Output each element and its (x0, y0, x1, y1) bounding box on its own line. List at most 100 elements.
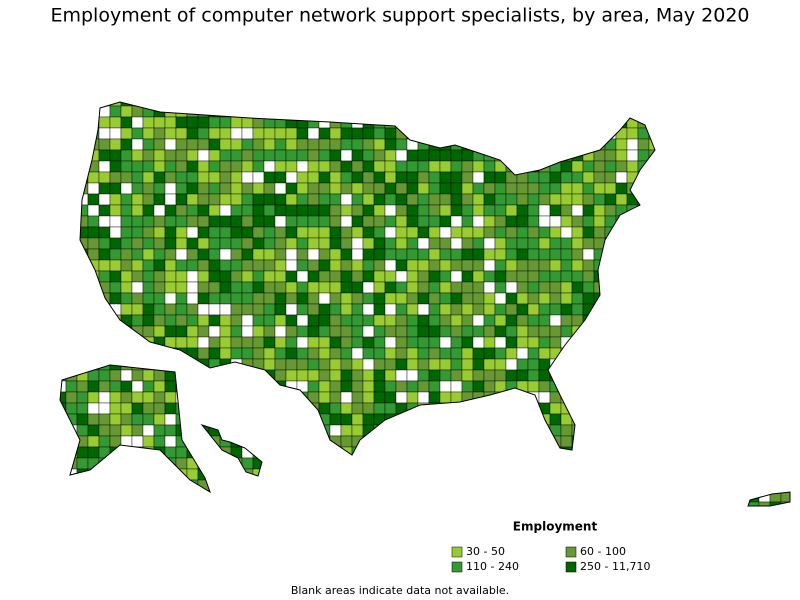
map-area (109, 358, 122, 371)
map-area (769, 490, 782, 503)
map-area (76, 490, 89, 503)
map-area (736, 281, 749, 294)
map-area (593, 501, 606, 506)
map-area (241, 149, 254, 162)
map-area (560, 182, 573, 195)
map-area (758, 116, 771, 129)
map-area (747, 102, 760, 107)
map-area (142, 402, 155, 415)
map-area (428, 358, 441, 371)
map-area (681, 369, 694, 382)
map-area (65, 479, 78, 492)
map-area (792, 425, 800, 436)
map-area (307, 248, 320, 261)
map-area (406, 479, 419, 492)
map-area (648, 424, 661, 437)
map-area (505, 259, 518, 272)
map-area (98, 149, 111, 162)
map-area (131, 424, 144, 437)
map-area (197, 171, 210, 184)
map-area (395, 259, 408, 272)
map-area (780, 391, 790, 404)
map-area (593, 204, 606, 217)
map-area (681, 303, 694, 316)
map-area (153, 325, 166, 338)
map-area (461, 237, 474, 250)
map-area (329, 160, 342, 173)
map-area (725, 193, 738, 206)
map-area (626, 479, 639, 492)
map-area (263, 380, 276, 393)
map-area (604, 102, 617, 107)
map-area (593, 182, 606, 195)
map-area (648, 413, 661, 426)
map-area (527, 347, 540, 360)
map-area (769, 325, 782, 338)
map-area (549, 182, 562, 195)
map-area (571, 226, 584, 239)
map-area (362, 193, 375, 206)
map-area (186, 270, 199, 283)
map-area (241, 435, 254, 448)
map-area (670, 468, 683, 481)
map-area (582, 457, 595, 470)
map-area (637, 347, 650, 360)
map-area (692, 237, 705, 250)
map-area (527, 314, 540, 327)
map-area (219, 292, 232, 305)
map-area (538, 457, 551, 470)
map-area (637, 501, 650, 506)
map-area (60, 237, 67, 250)
map-area (637, 193, 650, 206)
map-area (483, 336, 496, 349)
map-area (362, 314, 375, 327)
map-area (65, 105, 78, 118)
map-area (637, 369, 650, 382)
map-area (318, 468, 331, 481)
map-area (604, 413, 617, 426)
map-area (307, 435, 320, 448)
map-area (329, 347, 342, 360)
map-area (318, 501, 331, 506)
map-area (670, 402, 683, 415)
map-area (758, 105, 771, 118)
map-area (285, 102, 298, 107)
map-area (60, 102, 67, 107)
map-area (681, 259, 694, 272)
map-area (637, 226, 650, 239)
map-area (505, 292, 518, 305)
map-area (175, 215, 188, 228)
map-area (571, 248, 584, 261)
map-area (175, 292, 188, 305)
map-area (582, 226, 595, 239)
map-area (472, 424, 485, 437)
map-area (164, 281, 177, 294)
map-area (439, 336, 452, 349)
map-area (318, 358, 331, 371)
map-area (461, 479, 474, 492)
map-area (571, 171, 584, 184)
map-area (792, 172, 800, 183)
map-area (527, 358, 540, 371)
map-area (417, 446, 430, 459)
map-area (747, 270, 760, 283)
map-area (175, 102, 188, 107)
map-area (60, 336, 67, 349)
map-area (714, 380, 727, 393)
map-area (329, 270, 342, 283)
map-area (692, 204, 705, 217)
map-area (208, 292, 221, 305)
map-area (725, 102, 738, 107)
map-area (670, 259, 683, 272)
map-area (340, 138, 353, 151)
map-area (164, 259, 177, 272)
map-area (703, 325, 716, 338)
map-area (175, 160, 188, 173)
map-area (362, 413, 375, 426)
map-area (692, 391, 705, 404)
map-area (186, 292, 199, 305)
map-area (164, 292, 177, 305)
map-area (109, 501, 122, 506)
map-area (60, 160, 67, 173)
map-area (725, 325, 738, 338)
